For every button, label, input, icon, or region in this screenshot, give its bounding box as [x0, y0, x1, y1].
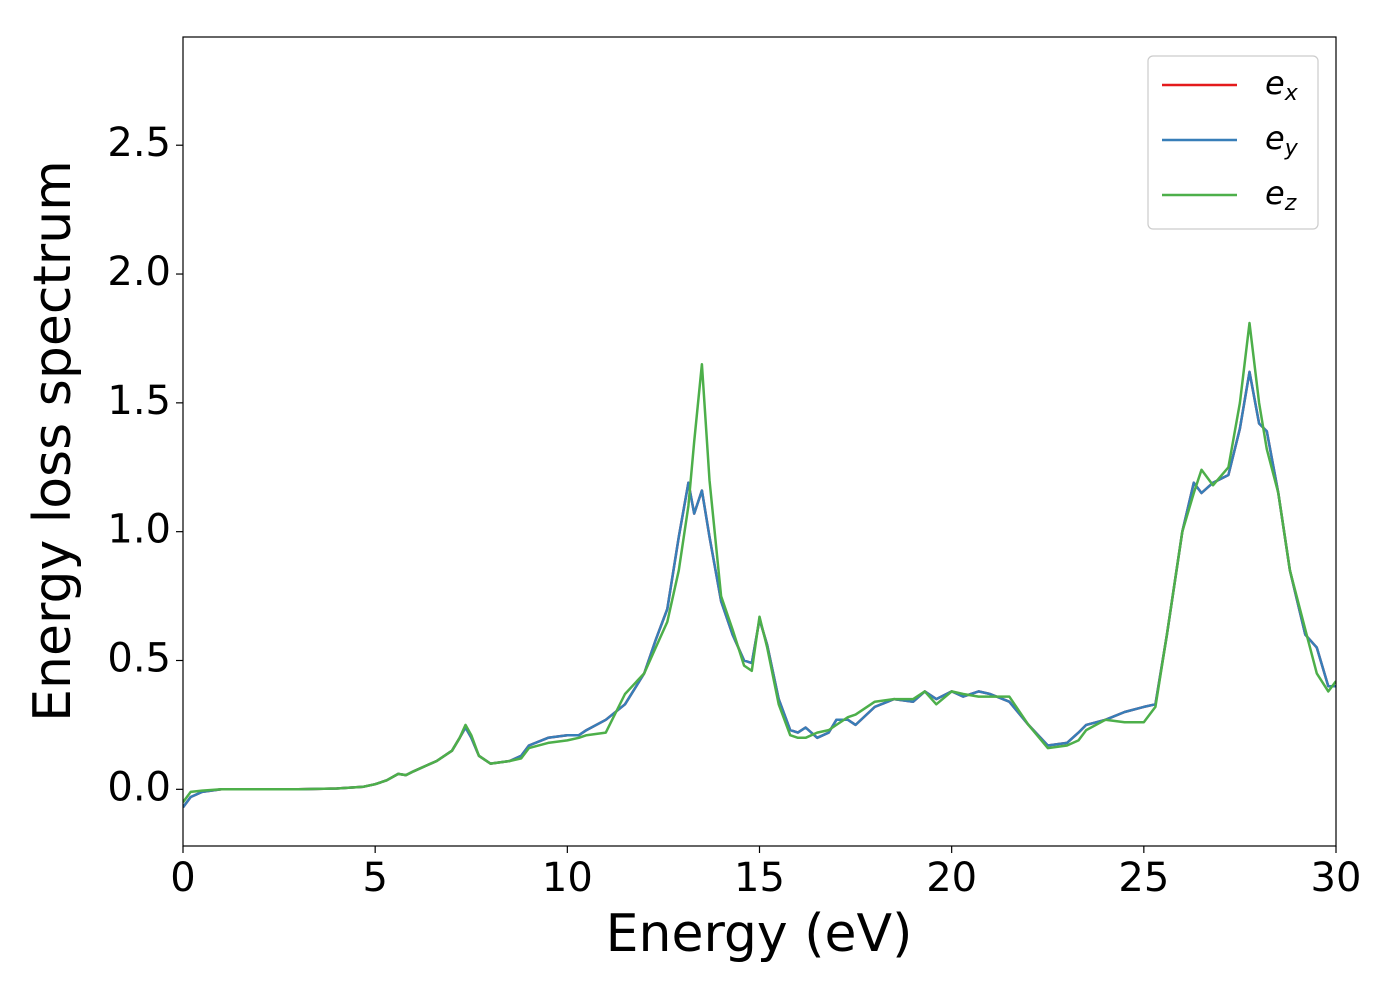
x-axis-label: Energy (eV): [606, 904, 913, 964]
x-tick-label: 25: [1118, 855, 1169, 901]
plot-frame: [182, 36, 1337, 847]
x-tick-label: 15: [734, 855, 785, 901]
legend-label: ex: [1265, 64, 1299, 106]
series-line: [183, 321, 1336, 803]
x-tick-label: 0: [170, 855, 195, 901]
x-tick-label: 5: [362, 855, 387, 901]
y-axis-label: Energy loss spectrum: [23, 160, 83, 722]
y-tick-label: 2.0: [107, 249, 171, 295]
legend-label: ey: [1265, 119, 1299, 161]
legend-label: ez: [1265, 174, 1297, 216]
y-tick-label: 0.5: [107, 635, 171, 681]
y-tick-label: 0.0: [107, 764, 171, 810]
y-tick-label: 1.0: [107, 507, 171, 553]
x-tick-label: 10: [542, 855, 593, 901]
legend-box: [1147, 55, 1319, 230]
y-tick-label: 2.5: [107, 120, 171, 166]
x-tick-label: 30: [1311, 855, 1362, 901]
x-tick-label: 20: [926, 855, 977, 901]
y-tick-label: 1.5: [107, 378, 171, 424]
